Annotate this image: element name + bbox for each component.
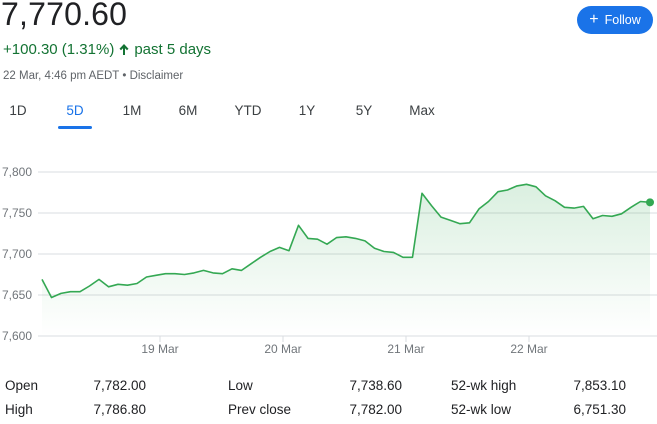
current-price: 7,770.60: [1, 0, 128, 32]
tab-ytd[interactable]: YTD: [228, 103, 268, 129]
stat-value: 7,782.00: [349, 402, 402, 417]
time-range-tabs: 1D 5D 1M 6M YTD 1Y 5Y Max: [0, 103, 657, 129]
tab-label: 5Y: [355, 103, 373, 118]
price-change: +100.30 (1.31%) past 5 days: [3, 41, 211, 58]
tab-max[interactable]: Max: [400, 103, 444, 129]
price-chart: 7,800 7,750 7,700 7,650 7,600 19 Mar 20 Mar 21 …: [2, 165, 657, 356]
tab-label: 1D: [9, 103, 27, 118]
follow-label: Follow: [604, 13, 641, 27]
tab-5d[interactable]: 5D: [58, 103, 92, 129]
tab-1y[interactable]: 1Y: [288, 103, 326, 129]
tab-label: YTD: [234, 103, 262, 118]
tab-1d[interactable]: 1D: [2, 103, 34, 129]
tab-1m[interactable]: 1M: [112, 103, 152, 129]
stat-value: 6,751.30: [573, 402, 626, 417]
stat-label: Open: [5, 378, 39, 393]
tab-label: Max: [409, 103, 435, 118]
y-tick-label: 7,650: [2, 288, 32, 302]
active-tab-indicator: [58, 126, 92, 129]
stat-value: 7,738.60: [349, 378, 402, 393]
stats-row: High 7,786.80 Prev close 7,782.00 52-wk low 6…: [0, 402, 657, 422]
last-price-marker: [646, 198, 654, 207]
tab-6m[interactable]: 6M: [168, 103, 208, 129]
stat-label: 52-wk high: [451, 378, 517, 393]
y-tick-label: 7,750: [2, 206, 32, 220]
stat-label: High: [5, 402, 33, 417]
stat-label: Low: [228, 378, 253, 393]
price-line: [41, 183, 651, 299]
stat-label: 52-wk low: [451, 402, 512, 417]
disclaimer-link[interactable]: Disclaimer: [129, 70, 184, 82]
y-tick-label: 7,600: [2, 329, 32, 343]
x-tick-label: 22 Mar: [510, 342, 547, 356]
quote-meta: 22 Mar, 4:46 pm AEDT • Disclaimer: [3, 70, 183, 82]
tab-label: 1Y: [298, 103, 316, 118]
quote-timestamp: 22 Mar, 4:46 pm AEDT: [3, 70, 120, 82]
stats-row: Open 7,782.00 Low 7,738.60 52-wk high 7,853.1…: [0, 378, 657, 398]
stat-label: Prev close: [228, 402, 292, 417]
change-value: +100.30 (1.31%): [3, 41, 115, 58]
price-area: [42, 184, 650, 336]
tab-label: 6M: [178, 103, 198, 118]
stat-value: 7,853.10: [573, 378, 626, 393]
tab-label: 1M: [122, 103, 142, 118]
arrow-up-icon: [119, 44, 129, 55]
plus-icon: +: [589, 10, 599, 28]
stat-value: 7,786.80: [93, 402, 146, 417]
x-tick-label: 21 Mar: [387, 342, 424, 356]
tab-5y[interactable]: 5Y: [345, 103, 383, 129]
y-tick-label: 7,800: [2, 165, 32, 179]
x-tick-label: 19 Mar: [141, 342, 178, 356]
y-tick-label: 7,700: [2, 247, 32, 261]
stat-value: 7,782.00: [93, 378, 146, 393]
meta-separator: •: [122, 70, 127, 82]
x-tick-label: 20 Mar: [264, 342, 301, 356]
follow-button[interactable]: + Follow: [577, 6, 653, 34]
change-period: past 5 days: [134, 41, 212, 58]
tab-label: 5D: [66, 103, 84, 118]
